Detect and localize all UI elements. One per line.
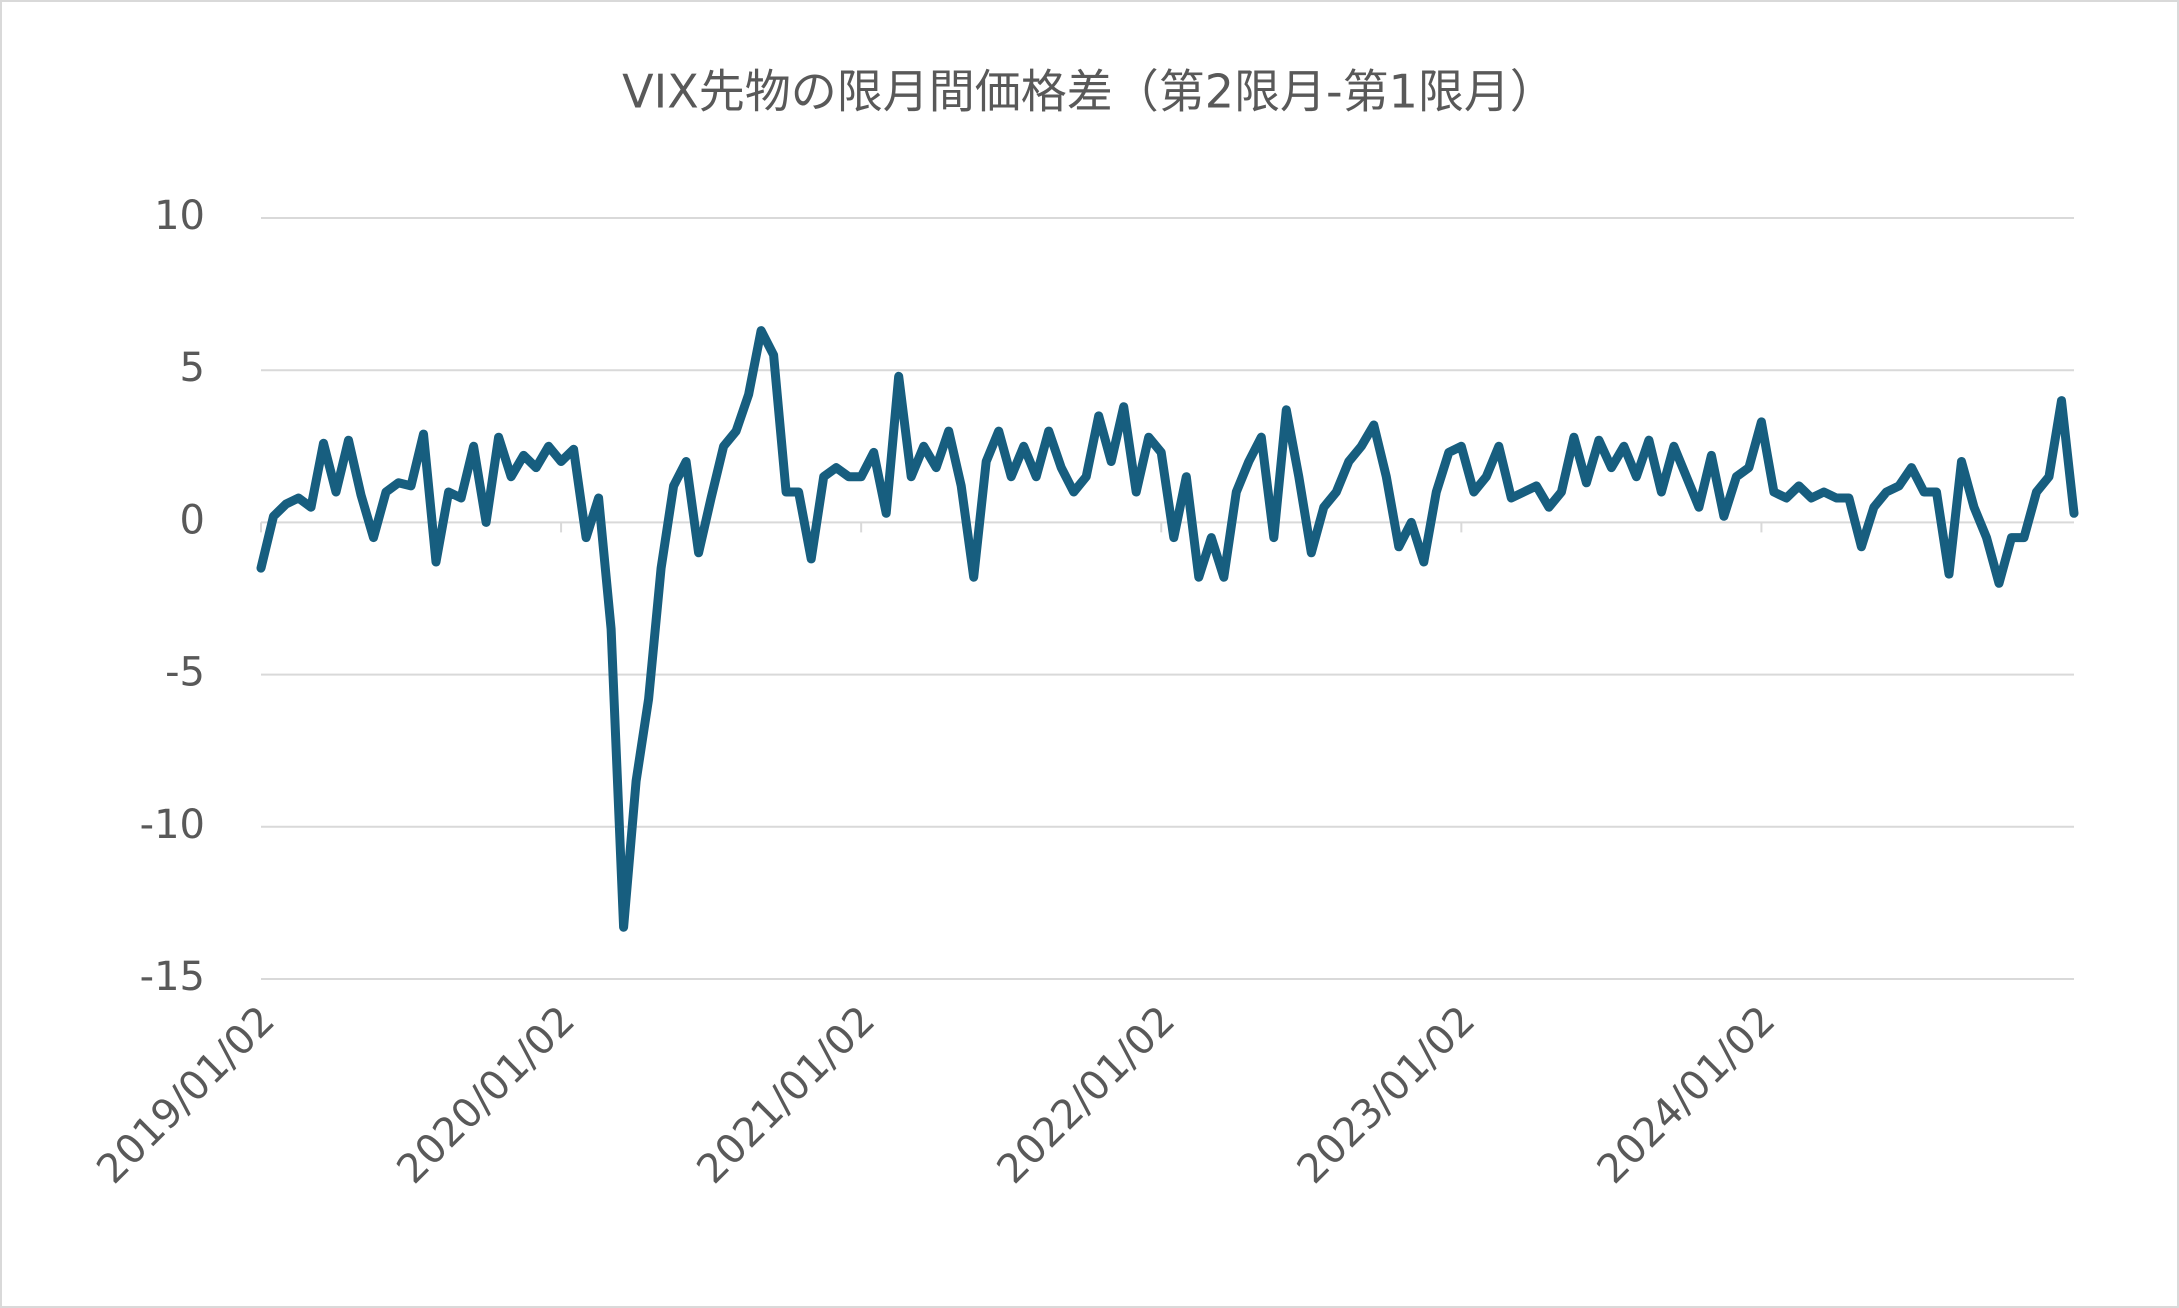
y-tick-label: 0 <box>180 497 205 543</box>
data-line <box>256 326 2079 932</box>
chart-title: VIX先物の限月間価格差（第2限月-第1限月） <box>622 65 1556 119</box>
y-tick-label: -5 <box>165 650 205 696</box>
y-tick-label: 5 <box>180 345 205 391</box>
y-tick-label: -10 <box>140 802 205 848</box>
y-tick-label: 10 <box>154 193 205 239</box>
y-tick-label: -15 <box>140 954 205 1000</box>
